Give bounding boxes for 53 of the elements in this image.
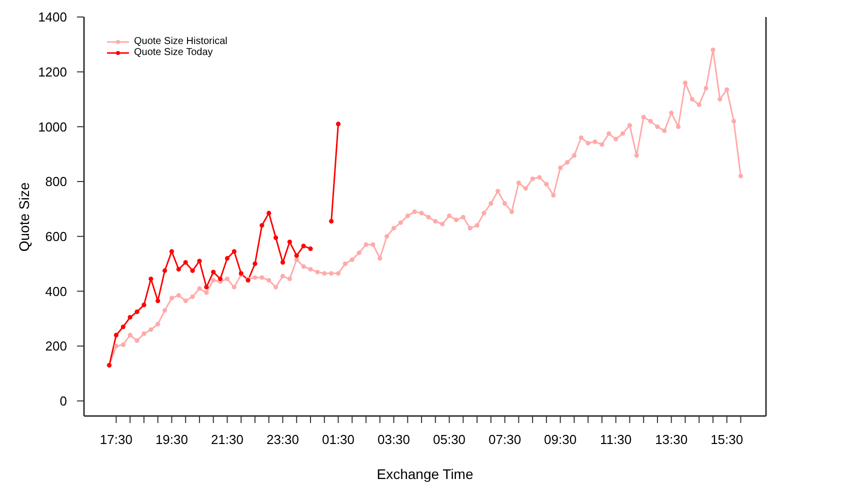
x-tick-label: 15:30 [710,432,744,448]
x-tick-label: 19:30 [155,432,188,448]
y-tick-label: 1200 [38,64,67,80]
x-tick-label: 21:30 [210,432,244,448]
point [114,332,118,338]
point [301,244,306,248]
point [183,260,188,265]
point [162,268,168,273]
x-tick-label: 09:30 [544,432,577,448]
point [120,324,126,330]
point [224,256,230,261]
y-tick-label: 1000 [38,119,67,134]
x-tick-label: 11:30 [600,432,632,448]
x-tick-label: 03:30 [378,432,410,448]
x-tick-label: 23:30 [266,432,300,448]
legend-label: Quote Size Today [134,47,213,58]
y-tick-label: 200 [45,338,67,354]
point [190,268,195,273]
point [308,246,313,252]
point [266,210,272,216]
x-tick-label: 17:30 [100,432,132,448]
point [294,253,299,258]
point [329,219,334,224]
point [176,266,181,272]
point [218,276,223,282]
point [197,258,202,264]
y-tick-label: 800 [45,174,67,190]
x-tick-label: 05:30 [433,432,466,448]
x-axis-title: Exchange Time [376,466,474,482]
point [169,249,174,254]
y-tick-label: 400 [45,284,67,299]
point [148,276,154,282]
y-tick-label: 0 [60,394,67,409]
point [142,302,146,308]
y-tick-label: 1400 [38,10,67,25]
y-tick-label: 600 [45,228,67,244]
point [252,262,258,266]
point [287,240,292,244]
point [204,284,209,290]
point [274,235,278,240]
legend-label: Quote Size Historical [134,36,228,47]
point [336,122,341,126]
point [280,260,286,265]
point [134,309,140,314]
point [128,314,132,320]
point [260,223,264,228]
point [232,249,236,254]
x-tick-label: 01:30 [322,432,355,448]
x-tick-label: 13:30 [655,432,688,448]
x-tick-label: 07:30 [488,432,522,448]
point [156,298,160,304]
y-axis-title: Quote Size [16,182,32,252]
point [211,270,216,274]
